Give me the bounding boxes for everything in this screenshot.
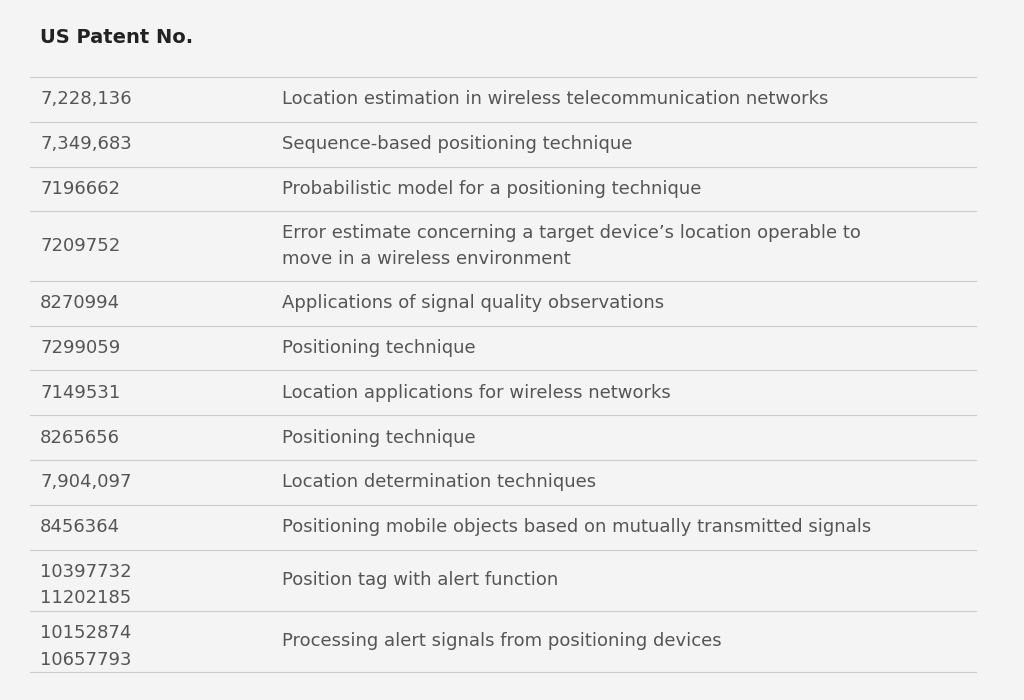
Text: US Patent No.: US Patent No. xyxy=(40,28,194,47)
Text: Probabilistic model for a positioning technique: Probabilistic model for a positioning te… xyxy=(282,180,701,198)
Text: Applications of signal quality observations: Applications of signal quality observati… xyxy=(282,294,664,312)
Text: Sequence-based positioning technique: Sequence-based positioning technique xyxy=(282,135,632,153)
Text: Processing alert signals from positioning devices: Processing alert signals from positionin… xyxy=(282,632,721,650)
Text: Location determination techniques: Location determination techniques xyxy=(282,473,596,491)
Text: 11202185: 11202185 xyxy=(40,589,131,608)
Text: move in a wireless environment: move in a wireless environment xyxy=(282,249,570,267)
Text: Positioning mobile objects based on mutually transmitted signals: Positioning mobile objects based on mutu… xyxy=(282,518,871,536)
Text: 7299059: 7299059 xyxy=(40,339,121,357)
Text: 8265656: 8265656 xyxy=(40,428,120,447)
Text: 8456364: 8456364 xyxy=(40,518,121,536)
Text: 8270994: 8270994 xyxy=(40,294,121,312)
Text: 7209752: 7209752 xyxy=(40,237,121,255)
Text: 7149531: 7149531 xyxy=(40,384,121,402)
Text: Positioning technique: Positioning technique xyxy=(282,339,475,357)
Text: 10152874: 10152874 xyxy=(40,624,132,643)
Text: 7,228,136: 7,228,136 xyxy=(40,90,132,108)
Text: 7196662: 7196662 xyxy=(40,180,120,198)
Text: Positioning technique: Positioning technique xyxy=(282,428,475,447)
Text: 10657793: 10657793 xyxy=(40,650,132,668)
Text: Position tag with alert function: Position tag with alert function xyxy=(282,571,558,589)
Text: Location applications for wireless networks: Location applications for wireless netwo… xyxy=(282,384,671,402)
Text: Error estimate concerning a target device’s location operable to: Error estimate concerning a target devic… xyxy=(282,224,860,242)
Text: 10397732: 10397732 xyxy=(40,564,132,581)
Text: Location estimation in wireless telecommunication networks: Location estimation in wireless telecomm… xyxy=(282,90,828,108)
Text: 7,904,097: 7,904,097 xyxy=(40,473,132,491)
Text: 7,349,683: 7,349,683 xyxy=(40,135,132,153)
